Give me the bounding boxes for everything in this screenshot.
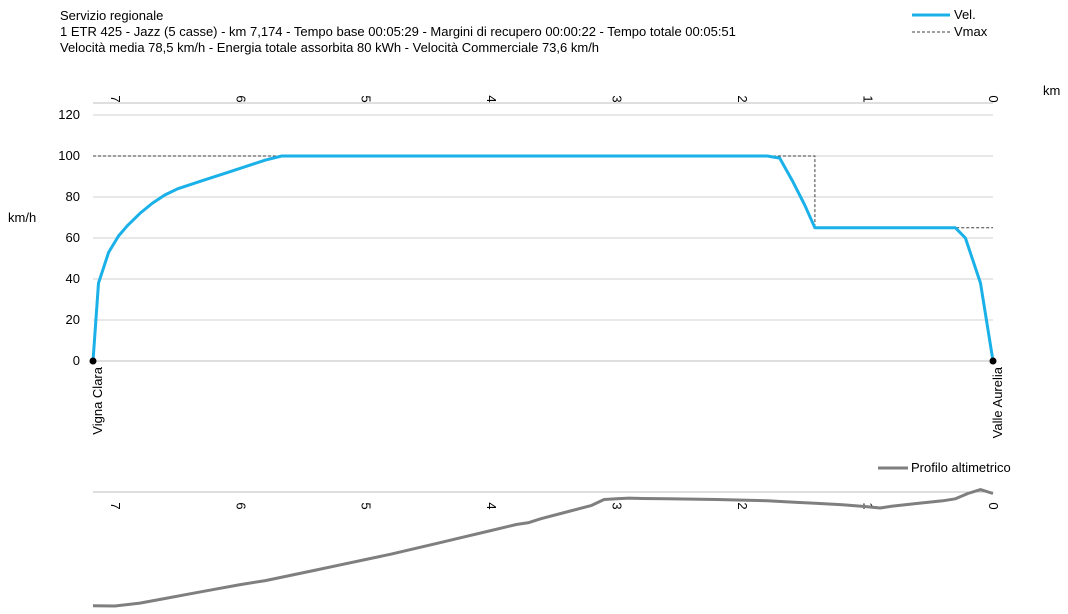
- x-tick-label-5: 5: [359, 95, 374, 102]
- profile-x-tick-label-3: 3: [610, 502, 625, 509]
- x-tick-label-2: 2: [735, 95, 750, 102]
- speed-y-axis-ticks: 0 20 40 60 80 100 120: [58, 107, 80, 368]
- series-line-vmax: [93, 155, 993, 229]
- profile-x-tick-label-6: 6: [233, 502, 248, 509]
- speed-x-axis-label: km: [1043, 83, 1060, 98]
- profile-x-tick-label-0: 0: [986, 502, 1001, 509]
- y-tick-label-40: 40: [66, 271, 80, 286]
- x-tick-label-6: 6: [233, 95, 248, 102]
- legend-label-profile: Profilo altimetrico: [911, 460, 1011, 475]
- speed-y-axis-label: km/h: [8, 210, 36, 225]
- station-markers: Vigna Clara Valle Aurelia: [89, 357, 1005, 438]
- y-tick-label-120: 120: [58, 107, 80, 122]
- speed-gridlines: [93, 114, 993, 362]
- profile-x-tick-label-7: 7: [108, 502, 123, 509]
- y-tick-label-0: 0: [73, 353, 80, 368]
- chart-header: Servizio regionale 1 ETR 425 - Jazz (5 c…: [60, 8, 736, 56]
- profile-x-tick-label-2: 2: [735, 502, 750, 509]
- legend-label-vmax: Vmax: [954, 24, 988, 39]
- y-tick-label-80: 80: [66, 189, 80, 204]
- header-train-info: 1 ETR 425 - Jazz (5 casse) - km 7,174 - …: [60, 24, 736, 39]
- speed-legend: Vel. Vmax: [912, 7, 988, 39]
- series-line-profile: [92, 488, 994, 608]
- profile-x-tick-label-4: 4: [484, 502, 499, 509]
- header-service-type: Servizio regionale: [60, 8, 164, 23]
- profile-series-layer: [92, 488, 994, 608]
- series-line-vel: [91, 154, 995, 362]
- y-tick-label-100: 100: [58, 148, 80, 163]
- x-tick-label-0: 0: [986, 95, 1001, 102]
- station-label-0: Vigna Clara: [90, 366, 105, 434]
- profile-legend: Profilo altimetrico: [878, 460, 1011, 475]
- legend-label-vel: Vel.: [954, 7, 976, 22]
- x-tick-label-1: 1: [861, 95, 876, 102]
- x-tick-label-4: 4: [484, 95, 499, 102]
- header-speed-energy: Velocità media 78,5 km/h - Energia total…: [60, 40, 600, 55]
- station-label-1: Valle Aurelia: [990, 366, 1005, 438]
- station-dot-0: [89, 357, 97, 365]
- x-tick-label-7: 7: [108, 95, 123, 102]
- speed-x-axis-ticks: 7 6 5 4 3 2 1 0: [93, 95, 1001, 104]
- station-dot-1: [989, 357, 997, 365]
- y-tick-label-60: 60: [66, 230, 80, 245]
- profile-x-tick-label-5: 5: [359, 502, 374, 509]
- x-tick-label-3: 3: [610, 95, 625, 102]
- speed-series-layer: [91, 154, 995, 362]
- y-tick-label-20: 20: [66, 312, 80, 327]
